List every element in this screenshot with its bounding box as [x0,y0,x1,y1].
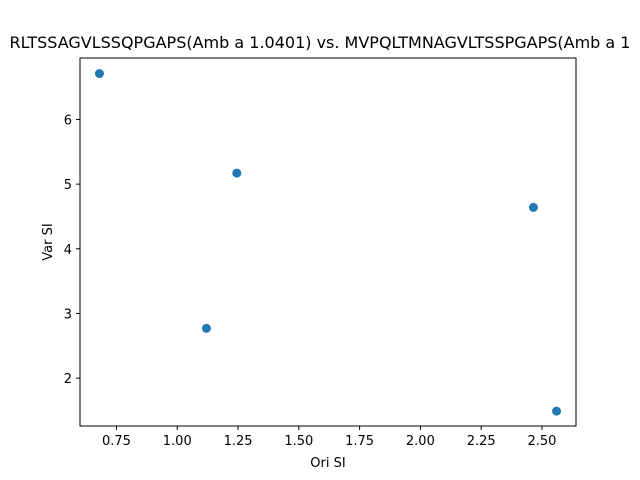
x-tick-label: 2.50 [527,434,556,449]
scatter-point [232,168,242,178]
scatter-point [94,69,104,79]
y-tick-label: 5 [64,178,72,193]
x-tick-label: 2.00 [406,434,435,449]
x-tick-label: 0.75 [102,434,131,449]
x-axis-label: Ori SI [310,456,345,471]
scatter-point [528,202,538,212]
y-tick-label: 6 [64,113,72,128]
y-axis-label: Var SI [41,223,56,260]
y-tick-label: 4 [64,243,72,258]
axes-frame [79,57,577,427]
y-tick-label: 2 [64,372,72,387]
x-tick-label: 1.25 [224,434,253,449]
y-tick-label: 3 [64,307,72,322]
x-tick-label: 1.75 [345,434,374,449]
x-axis-ticks: 0.75 1.00 1.25 1.50 1.75 2.00 2.25 2.50 [102,426,556,449]
plot-area [79,57,577,427]
scatter-point [552,406,562,416]
data-points [94,69,562,416]
x-tick-label: 1.00 [163,434,192,449]
scatter-point [201,323,211,333]
y-axis-ticks: 2 3 4 5 6 [64,113,80,387]
chart-title: RLTSSAGVLSSQPGAPS(Amb a 1.0401) vs. MVPQ… [10,33,631,52]
x-tick-label: 2.25 [467,434,496,449]
x-tick-label: 1.50 [284,434,313,449]
